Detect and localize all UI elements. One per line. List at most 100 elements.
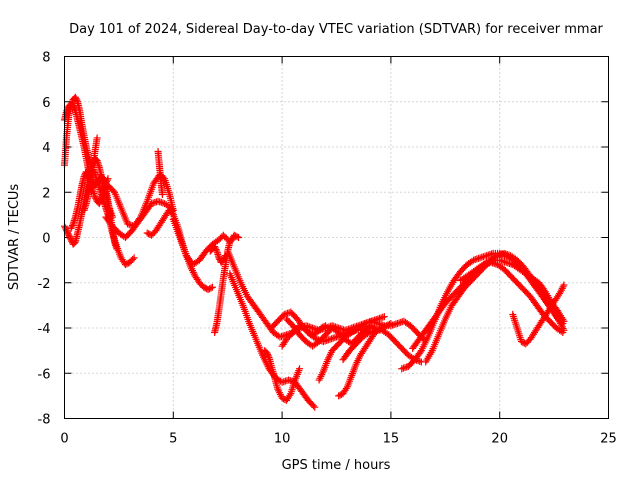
data-point-marker (71, 105, 79, 113)
data-point-marker (61, 224, 69, 232)
x-tick-labels: 0 5 10 15 20 25 (60, 432, 616, 447)
data-point-marker (62, 225, 70, 233)
data-point-marker (208, 283, 216, 291)
data-point-marker (70, 239, 78, 247)
data-point-marker (558, 284, 566, 292)
data-point-marker (65, 231, 73, 239)
y-tick-label: -2 (38, 277, 51, 292)
data-point-marker (359, 321, 367, 329)
data-point-marker (158, 191, 166, 199)
data-point-marker (322, 322, 330, 330)
data-point-marker (558, 323, 566, 331)
data-point-marker (73, 96, 81, 104)
data-point-marker (219, 256, 227, 264)
series-arc-12 (206, 243, 230, 266)
x-tick-label: 25 (600, 432, 617, 447)
chart-title: Day 101 of 2024, Sidereal Day-to-day VTE… (69, 22, 603, 37)
series-arc-21 (339, 326, 425, 366)
data-point-marker (215, 254, 223, 262)
data-point-marker (91, 193, 99, 201)
data-point-marker (63, 105, 71, 113)
y-tick-label: 4 (42, 141, 50, 156)
data-point-marker (296, 365, 304, 373)
data-point-marker (220, 255, 228, 263)
data-point-marker (211, 243, 219, 251)
y-tick-label: -6 (38, 367, 51, 382)
data-point-marker (69, 102, 77, 110)
data-point-marker (309, 402, 317, 410)
data-point-marker (228, 236, 236, 244)
data-point-marker (63, 228, 71, 236)
data-point-marker (311, 403, 319, 411)
data-point-marker (92, 194, 100, 202)
x-axis-label: GPS time / hours (282, 458, 391, 473)
data-point-marker (93, 134, 101, 142)
series-arc-9 (154, 148, 166, 199)
data-point-marker (557, 319, 565, 327)
data-point-marker (286, 391, 294, 399)
data-point-marker (104, 175, 112, 183)
data-point-marker (67, 224, 75, 232)
data-point-marker (93, 179, 101, 187)
y-axis-label: SDTVAR / TECUs (7, 184, 22, 291)
data-point-marker (212, 246, 220, 254)
data-point-marker (380, 313, 388, 321)
plot-frame (64, 56, 609, 419)
data-point-marker (66, 233, 74, 241)
x-tick-label: 10 (274, 432, 291, 447)
data-point-marker (235, 234, 243, 241)
data-point-marker (70, 104, 78, 112)
x-tick-label: 20 (491, 432, 508, 447)
data-point-marker (364, 330, 372, 338)
y-tick-label: -4 (38, 322, 51, 337)
data-point-marker (66, 234, 74, 242)
series-arc-18 (278, 322, 330, 350)
data-point-marker (559, 283, 567, 291)
x-tick-label: 5 (169, 432, 177, 447)
x-tick-label: 0 (60, 432, 68, 447)
data-point-marker (68, 221, 76, 229)
y-tick-label: 6 (42, 96, 50, 111)
data-point-marker (342, 385, 350, 393)
y-tick-label: 0 (42, 232, 50, 247)
data-point-marker (559, 325, 567, 333)
data-point-marker (385, 320, 393, 328)
data-point-marker (97, 197, 105, 205)
data-point-marker (68, 223, 76, 231)
data-point-marker (557, 321, 565, 329)
series-arc-5 (80, 134, 101, 214)
data-point-marker (264, 352, 272, 360)
data-point-marker (103, 178, 111, 186)
y-tick-label: -8 (38, 413, 51, 428)
series-arc-23 (409, 258, 567, 352)
y-tick-label: 8 (42, 51, 50, 66)
series-arc-26 (509, 281, 568, 348)
data-point-marker (96, 198, 104, 206)
data-point-marker (103, 176, 111, 184)
data-point-marker (211, 244, 219, 252)
data-point-marker (64, 230, 72, 238)
series-arc-19 (315, 313, 388, 384)
data-point-marker (320, 322, 328, 330)
data-point-marker (95, 200, 103, 208)
y-tick-labels: -8 -6 -4 -2 0 2 4 6 8 (38, 51, 51, 428)
series-arc-15 (261, 347, 304, 404)
data-point-marker (387, 319, 395, 327)
data-point-marker (207, 284, 215, 292)
data-point-marker (557, 288, 565, 296)
data-point-marker (108, 213, 116, 221)
data-point-marker (560, 281, 568, 289)
data-point-marker (129, 255, 137, 263)
data-series (61, 93, 568, 411)
grid-lines (64, 56, 609, 419)
y-tick-label: 2 (42, 186, 50, 201)
data-point-marker (222, 234, 230, 242)
data-point-marker (263, 349, 271, 357)
data-point-marker (560, 326, 568, 334)
data-point-marker (72, 95, 80, 103)
series-arc-27 (531, 281, 568, 334)
data-point-marker (71, 93, 79, 101)
data-point-marker (130, 254, 138, 262)
data-point-marker (233, 233, 241, 241)
